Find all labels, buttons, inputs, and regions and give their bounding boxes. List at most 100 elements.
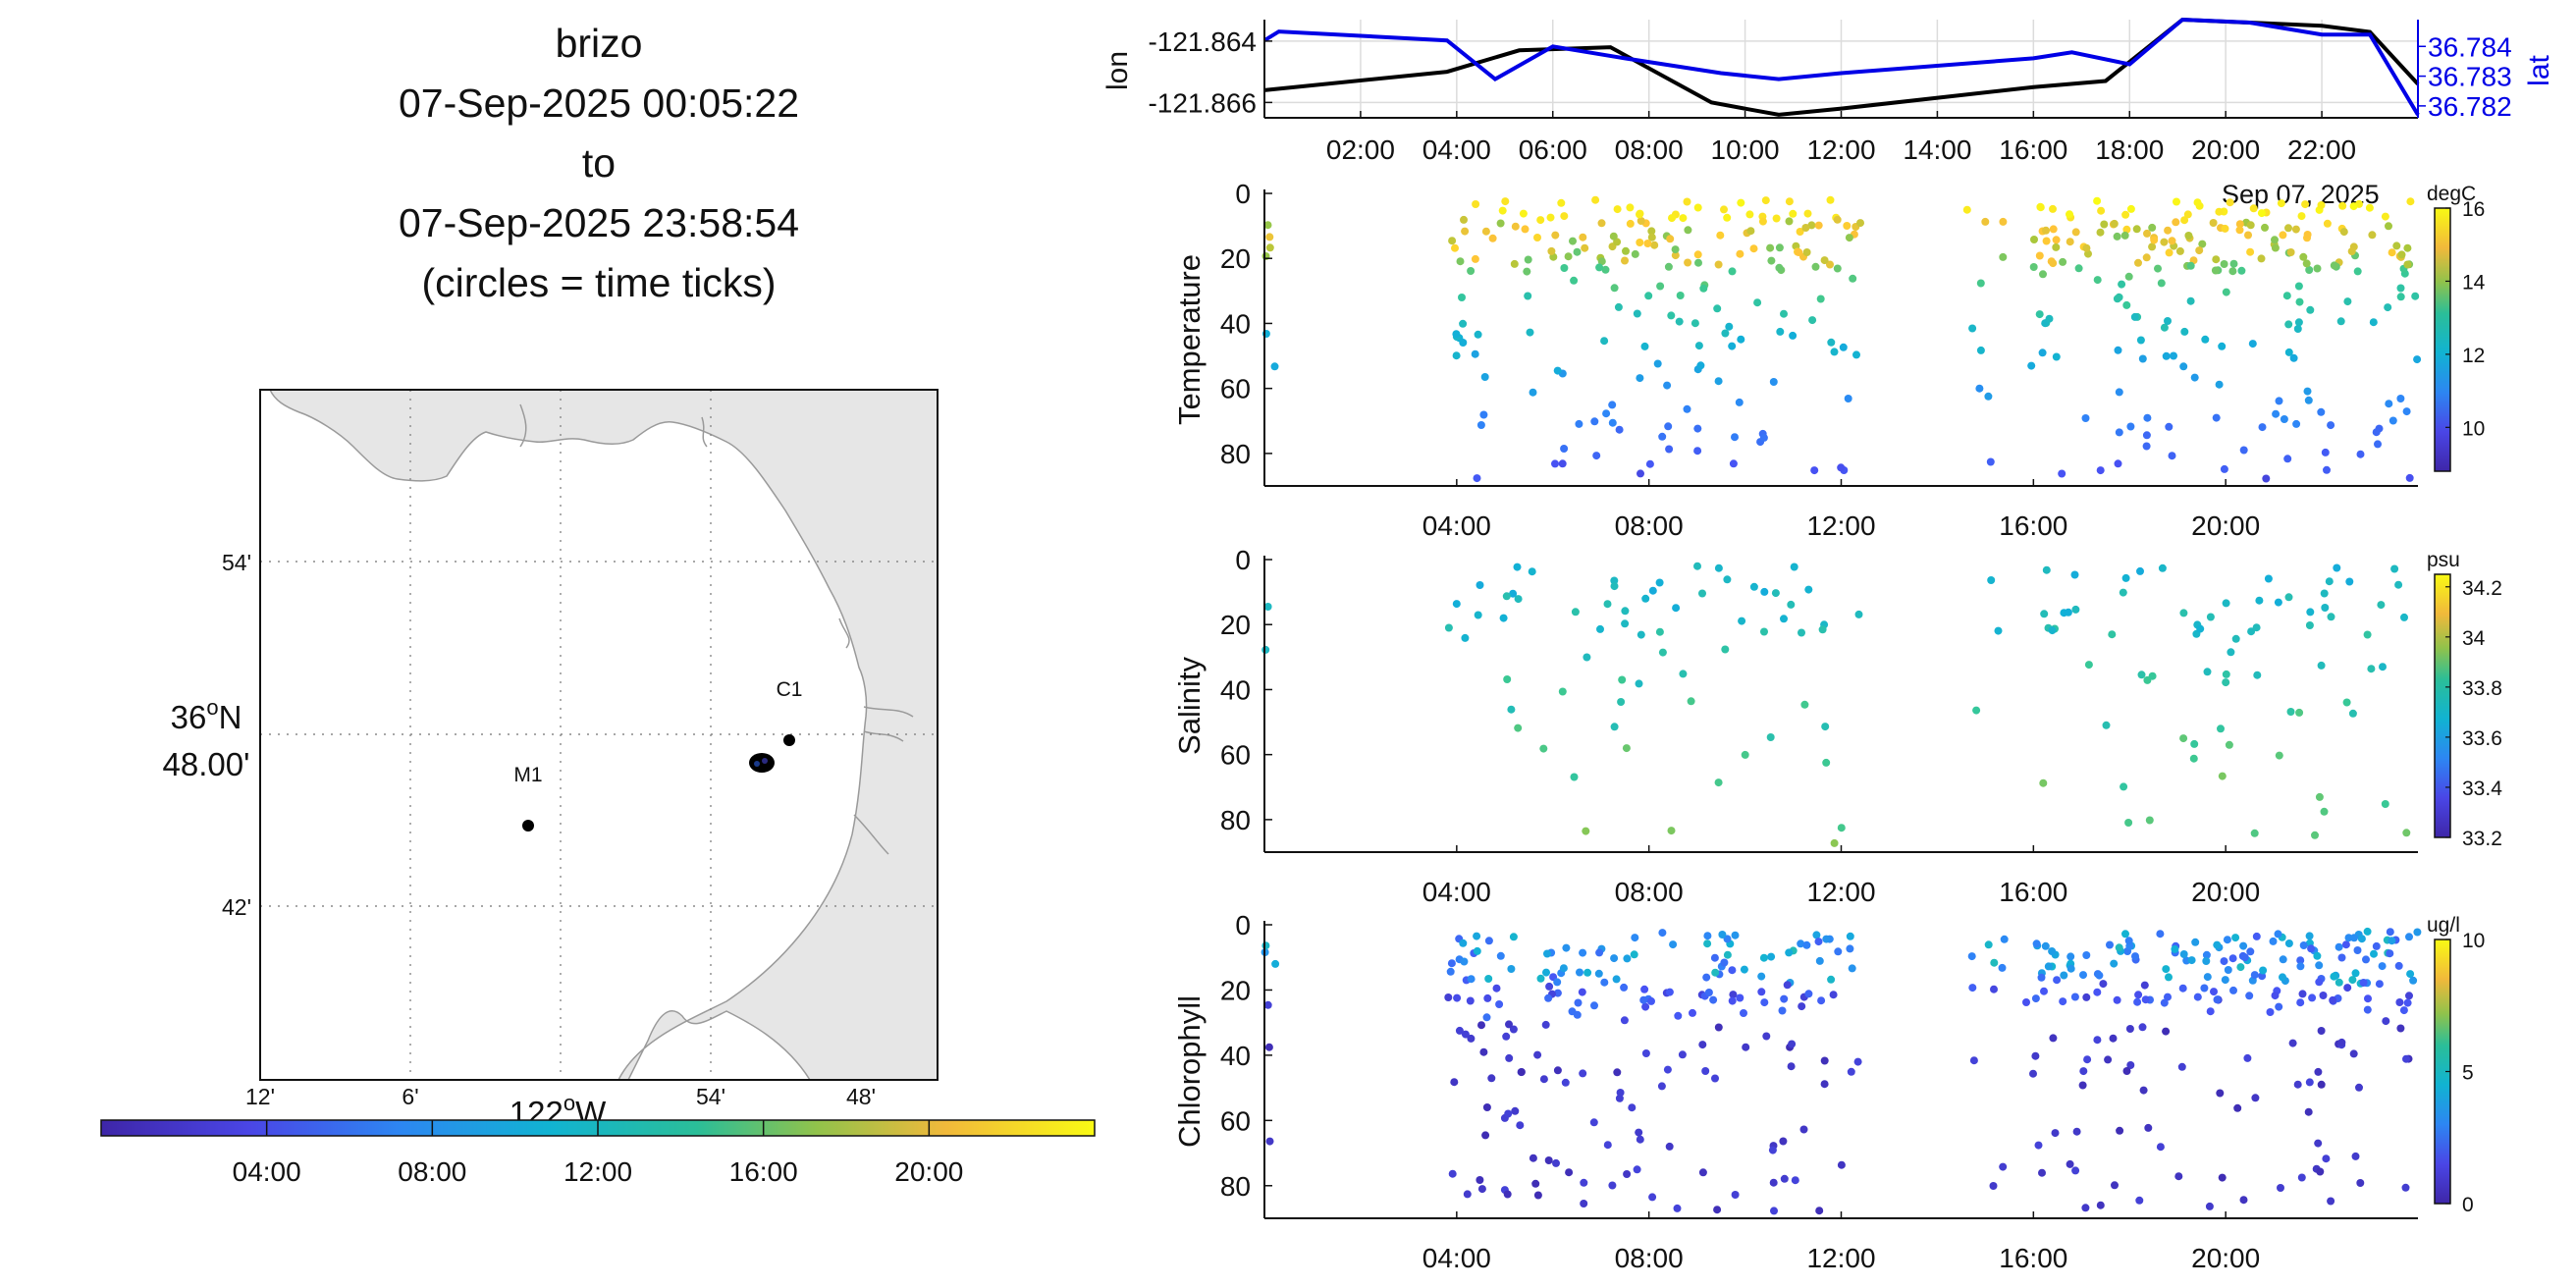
temperature-point (2221, 224, 2229, 233)
chlorophyll-point (2031, 994, 2040, 1003)
salinity-point (2390, 564, 2399, 573)
chlorophyll-point (2083, 1055, 2092, 1064)
chlorophyll-point (2405, 933, 2413, 941)
chlorophyll-point (1463, 1190, 1472, 1199)
temperature-point (1696, 361, 1705, 370)
temperature-point (1615, 425, 1624, 434)
salinity-point (1528, 567, 1536, 576)
temperature-point (2258, 423, 2267, 432)
salinity-point (1474, 611, 1482, 619)
salinity-point (2124, 819, 2133, 827)
temperature-point (2212, 413, 2221, 422)
chlorophyll-point (1448, 1169, 1457, 1178)
temperature-point (1637, 217, 1645, 225)
temperature-point (2257, 209, 2266, 218)
temperature-point (1976, 279, 1985, 288)
temperature-point (1981, 217, 1990, 226)
salinity-point (2247, 627, 2256, 636)
map-frame (259, 389, 939, 1081)
temperature-point (1546, 213, 1555, 222)
temperature-point (2148, 242, 2157, 251)
chlorophyll-point (1802, 940, 1811, 949)
track-x-tick-label: 22:00 (2287, 134, 2356, 165)
chlorophyll-point (1589, 1118, 1598, 1127)
chlorophyll-point (1711, 1074, 1719, 1083)
temperature-point (1833, 215, 1842, 224)
chlorophyll-point (1768, 1146, 1777, 1154)
creek (519, 403, 527, 448)
chlorophyll-point (2178, 984, 2187, 993)
temperature-point (1666, 235, 1675, 243)
chlorophyll-point (2131, 952, 2139, 961)
chlorophyll-point (2402, 1054, 2410, 1063)
salinity-point (2084, 661, 2093, 670)
chlorophyll-point (2279, 973, 2286, 982)
temperature-point (1731, 433, 1739, 442)
salinity-point (2203, 668, 2212, 676)
salinity-point (2348, 709, 2357, 718)
svg-text:M1: M1 (513, 764, 542, 786)
salinity-point (2120, 782, 2128, 791)
temperature-point (2226, 198, 2234, 207)
chlorophyll-point (2403, 998, 2412, 1007)
temperature-point (1637, 469, 1644, 478)
temperature-point (1676, 292, 1685, 299)
chlorophyll-point (1658, 929, 1667, 938)
temperature-point (1769, 378, 1778, 386)
track-x-tick-label: 12:00 (1806, 134, 1875, 165)
chlorophyll-point (2239, 1196, 2248, 1205)
temperature-point (1510, 259, 1519, 268)
temperature-point (2035, 310, 2044, 319)
temperature-point (1683, 197, 1691, 206)
temperature-point (1452, 330, 1461, 339)
temperature-point (2212, 255, 2221, 264)
temperature-x-tick-label: 08:00 (1615, 510, 1684, 541)
salinity-point (1693, 562, 1701, 570)
temperature-point (1647, 233, 1656, 242)
temperature-point (2134, 258, 2142, 267)
temperature-point (1626, 219, 1635, 228)
temperature-point (2120, 231, 2129, 240)
chlorophyll-point (2337, 1038, 2346, 1046)
chlorophyll-point (2200, 984, 2209, 993)
salinity-point (1502, 592, 1511, 601)
temperature-point (2262, 474, 2271, 483)
chlorophyll-point (1783, 981, 1792, 990)
land-polygon (260, 390, 938, 1080)
chlorophyll-point (2140, 981, 2149, 990)
temperature-point (1811, 262, 1820, 271)
salinity-point (2320, 589, 2329, 598)
chlorophyll-point (2125, 1025, 2134, 1033)
temperature-point (2082, 243, 2091, 252)
chlorophyll-point (2348, 976, 2357, 985)
temperature-point (1547, 246, 1556, 255)
creek (863, 706, 914, 718)
temperature-point (2323, 219, 2332, 228)
chlorophyll-point (1827, 975, 1836, 984)
temperature-point (1663, 381, 1672, 390)
chlorophyll-point (2034, 1141, 2043, 1150)
temperature-point (2293, 325, 2302, 333)
chlorophyll-point (1271, 959, 1280, 968)
salinity-point (2225, 740, 2233, 749)
chlorophyll-point (2313, 951, 2322, 960)
chlorophyll-point (2218, 1173, 2227, 1182)
chlorophyll-point (1731, 1191, 1740, 1199)
temperature-point (1735, 398, 1744, 406)
chlorophyll-x-tick-label: 04:00 (1422, 1243, 1491, 1273)
chlorophyll-point (2115, 943, 2123, 952)
temperature-point (2148, 223, 2157, 232)
temperature-point (1664, 262, 1673, 271)
salinity-point (2070, 570, 2079, 579)
track-x-tick-label: 14:00 (1903, 134, 1971, 165)
salinity-point (2253, 671, 2262, 679)
chlorophyll-point (2113, 995, 2121, 1004)
chlorophyll-point (1620, 983, 1629, 992)
chlorophyll-point (1779, 1137, 1788, 1146)
salinity-point (1476, 581, 1484, 589)
temperature-point (2301, 200, 2310, 209)
chlorophyll-point (1574, 998, 1583, 1007)
salinity-point (2190, 739, 2199, 748)
salinity-colorbar-tick-label: 34.2 (2462, 577, 2502, 600)
